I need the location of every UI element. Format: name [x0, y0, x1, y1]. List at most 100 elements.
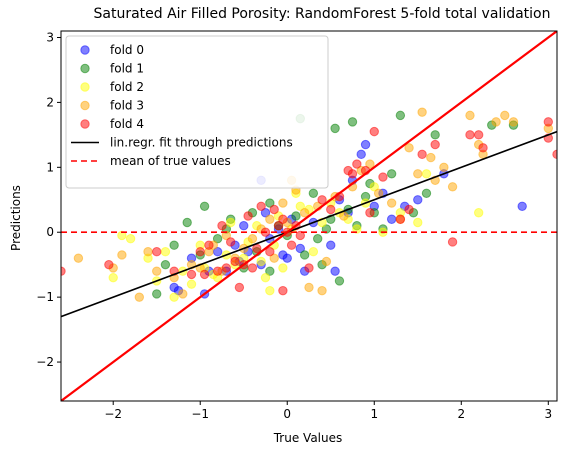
legend-label-fold-1: fold 1 [110, 62, 144, 76]
regression-fit-line [61, 130, 557, 318]
point-fold-4-33 [347, 169, 358, 179]
x-axis-label: True Values [273, 431, 343, 445]
point-fold-4-43 [465, 130, 475, 140]
legend-marker-fold-4 [80, 119, 90, 129]
point-fold-3-46 [491, 117, 501, 127]
point-fold-1-2 [169, 240, 179, 250]
point-fold-0-12 [260, 208, 271, 218]
point-fold-3-39 [426, 152, 436, 163]
point-fold-4-0 [61, 266, 66, 276]
point-fold-0-21 [326, 240, 336, 250]
point-fold-2-18 [256, 256, 266, 267]
point-fold-4-34 [352, 159, 362, 169]
point-fold-1-22 [330, 123, 340, 134]
y-tick-label: 1 [46, 160, 54, 174]
point-fold-2-41 [265, 285, 275, 296]
plot-marks [61, 31, 557, 401]
point-fold-0-27 [360, 139, 371, 150]
point-fold-4-29 [317, 195, 327, 205]
point-fold-2-38 [421, 169, 432, 179]
point-fold-2-22 [278, 263, 288, 273]
point-fold-3-26 [317, 285, 327, 296]
point-fold-2-5 [169, 292, 179, 302]
point-fold-3-37 [413, 169, 423, 179]
plot-area [60, 30, 558, 402]
point-fold-4-36 [369, 126, 379, 137]
point-fold-3-3 [134, 292, 145, 302]
point-fold-3-36 [404, 143, 414, 153]
plot-frame [60, 30, 558, 402]
point-fold-3-0 [73, 253, 84, 263]
legend: fold 0 fold 1 fold 2 fold 3 fold 4 lin.regr. … [65, 35, 329, 189]
point-fold-4-6 [199, 269, 210, 280]
point-fold-4-25 [286, 240, 297, 250]
point-fold-3-34 [386, 198, 397, 208]
point-fold-1-18 [313, 234, 323, 244]
point-fold-2-39 [473, 208, 484, 218]
point-fold-4-28 [304, 263, 314, 273]
point-fold-3-18 [265, 214, 275, 224]
point-fold-4-47 [543, 117, 553, 127]
point-fold-2-1 [125, 234, 136, 244]
point-fold-4-13 [234, 282, 245, 293]
point-fold-0-34 [517, 201, 527, 211]
point-fold-4-15 [243, 211, 253, 221]
point-fold-1-32 [395, 110, 406, 121]
point-fold-3-43 [465, 110, 475, 121]
point-fold-4-45 [478, 143, 488, 153]
point-fold-4-2 [152, 247, 162, 257]
legend-label-fit: lin.regr. fit through predictions [110, 136, 293, 150]
point-fold-3-24 [304, 282, 314, 293]
y-tick-label: 3 [46, 30, 54, 44]
point-fold-3-13 [221, 230, 232, 241]
legend-label-mean: mean of true values [110, 154, 231, 168]
chart-title: Saturated Air Filled Porosity: RandomFor… [93, 6, 550, 22]
point-fold-3-41 [439, 162, 449, 173]
x-tick-label: 1 [370, 407, 378, 421]
point-fold-2-32 [352, 224, 362, 234]
point-fold-2-37 [413, 217, 423, 228]
y-axis: −2 −1 0 1 2 3 [36, 30, 61, 369]
point-fold-0-16 [282, 253, 292, 263]
point-fold-3-2 [117, 250, 127, 260]
point-fold-1-25 [347, 117, 358, 127]
legend-marker-fold-2 [80, 82, 90, 92]
point-fold-4-39 [404, 204, 414, 215]
point-fold-0-30 [386, 214, 397, 224]
legend-box [65, 35, 329, 189]
point-fold-4-21 [269, 204, 279, 215]
legend-label-fold-0: fold 0 [110, 43, 144, 57]
point-fold-2-13 [225, 217, 236, 228]
point-fold-4-22 [273, 221, 284, 231]
point-fold-4-16 [247, 263, 258, 273]
legend-marker-fold-3 [80, 100, 90, 111]
point-fold-2-0 [108, 272, 118, 283]
y-tick-label: −2 [36, 355, 54, 369]
point-fold-4-9 [217, 221, 227, 231]
point-fold-3-16 [247, 234, 258, 244]
x-tick-label: −1 [191, 407, 209, 421]
point-fold-3-7 [178, 289, 188, 299]
point-fold-0-26 [356, 149, 366, 160]
point-fold-2-27 [308, 247, 319, 257]
point-fold-1-38 [265, 266, 275, 276]
point-fold-1-34 [421, 188, 432, 198]
point-fold-3-32 [365, 159, 375, 169]
point-fold-4-5 [195, 247, 205, 257]
point-fold-3-20 [278, 198, 288, 208]
point-fold-4-7 [204, 240, 214, 250]
legend-marker-fold-0 [80, 45, 90, 55]
point-fold-1-35 [430, 130, 440, 140]
point-fold-4-49 [365, 208, 375, 218]
point-fold-4-38 [395, 214, 406, 224]
point-fold-1-23 [334, 276, 345, 286]
x-axis: −2 −1 0 1 2 3 [104, 401, 552, 421]
point-fold-1-5 [199, 201, 210, 211]
point-fold-1-17 [308, 188, 319, 198]
point-fold-4-44 [473, 130, 484, 140]
point-fold-0-18 [295, 243, 305, 254]
point-fold-3-19 [269, 253, 279, 263]
point-fold-4-27 [295, 230, 305, 241]
point-fold-1-1 [160, 259, 171, 270]
point-fold-4-23 [278, 214, 288, 224]
